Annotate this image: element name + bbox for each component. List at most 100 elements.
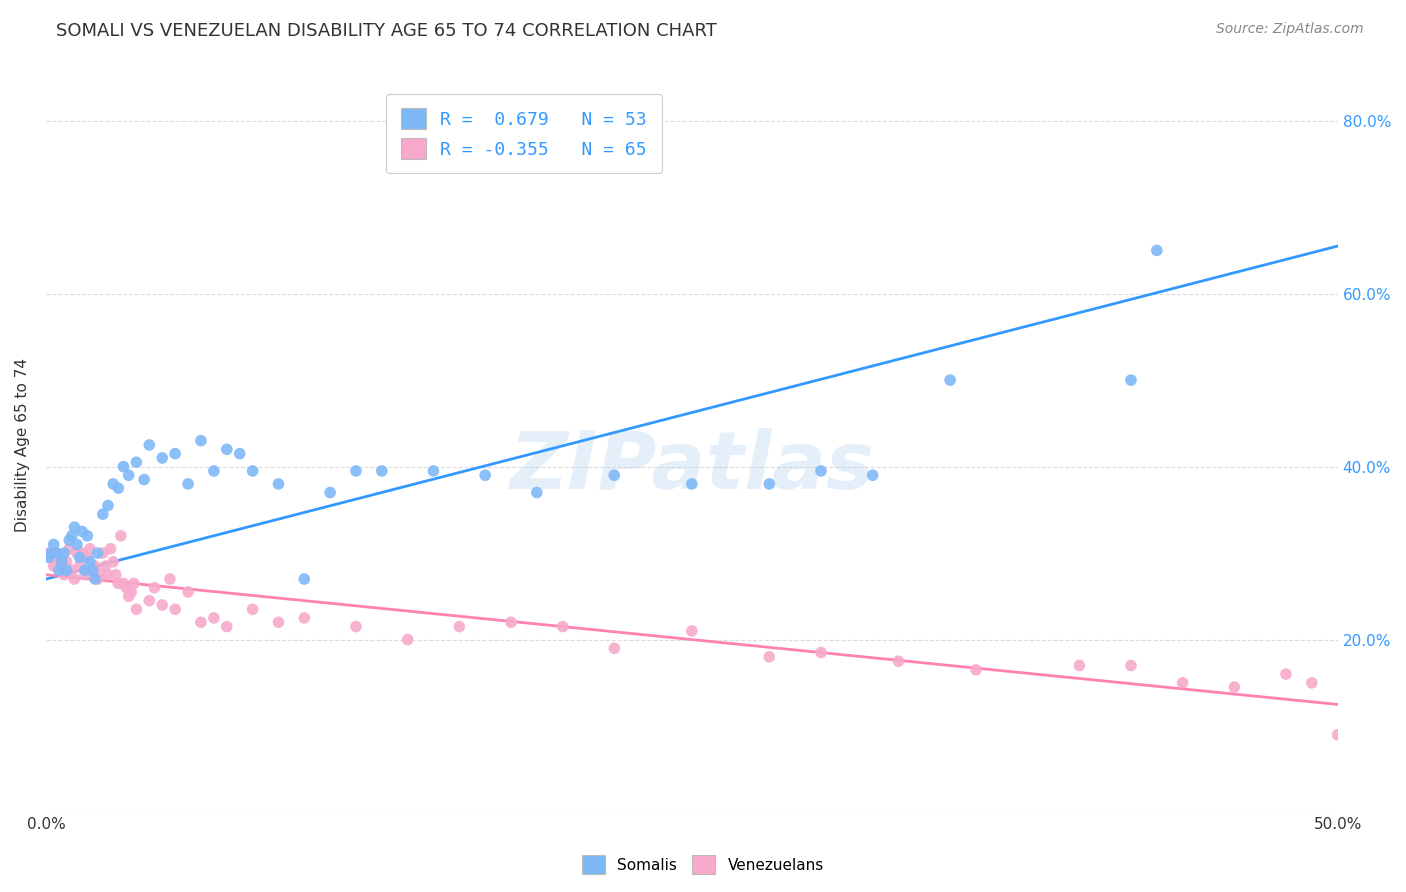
Point: [51, 555, 73, 569]
Point: [66, 546, 89, 560]
Point: [70, 524, 93, 539]
Point: [1301, 675, 1323, 690]
Point: [107, 481, 129, 495]
Point: [55, 563, 77, 577]
Point: [53, 546, 76, 560]
Point: [138, 438, 160, 452]
Point: [84, 559, 107, 574]
Point: [1275, 667, 1298, 681]
Point: [267, 615, 290, 630]
Point: [422, 464, 444, 478]
Point: [1146, 244, 1168, 258]
Point: [242, 602, 264, 616]
Point: [84, 572, 107, 586]
Point: [134, 473, 156, 487]
Point: [810, 646, 832, 660]
Point: [110, 529, 132, 543]
Point: [165, 447, 187, 461]
Point: [1069, 658, 1091, 673]
Point: [73, 567, 96, 582]
Point: [42, 559, 65, 574]
Point: [60, 563, 83, 577]
Point: [91, 546, 114, 560]
Point: [292, 572, 315, 586]
Point: [177, 476, 200, 491]
Text: SOMALI VS VENEZUELAN DISABILITY AGE 65 TO 74 CORRELATION CHART: SOMALI VS VENEZUELAN DISABILITY AGE 65 T…: [56, 22, 717, 40]
Point: [202, 464, 225, 478]
Point: [150, 450, 173, 465]
Point: [449, 619, 471, 633]
Point: [69, 550, 91, 565]
Point: [86, 546, 108, 560]
Point: [91, 507, 114, 521]
Point: [82, 563, 104, 577]
Point: [120, 585, 142, 599]
Point: [681, 624, 703, 638]
Point: [42, 537, 65, 551]
Point: [115, 581, 138, 595]
Point: [122, 576, 145, 591]
Point: [51, 559, 73, 574]
Point: [117, 590, 139, 604]
Point: [228, 447, 250, 461]
Point: [396, 632, 419, 647]
Point: [58, 533, 80, 548]
Point: [94, 559, 117, 574]
Point: [70, 546, 93, 560]
Point: [267, 476, 290, 491]
Text: Source: ZipAtlas.com: Source: ZipAtlas.com: [1216, 22, 1364, 37]
Point: [150, 598, 173, 612]
Point: [371, 464, 394, 478]
Legend: R =  0.679   N = 53, R = -0.355   N = 65: R = 0.679 N = 53, R = -0.355 N = 65: [387, 94, 661, 173]
Y-axis label: Disability Age 65 to 74: Disability Age 65 to 74: [15, 358, 30, 532]
Point: [292, 611, 315, 625]
Point: [112, 459, 135, 474]
Point: [215, 442, 238, 457]
Point: [45, 546, 67, 560]
Point: [82, 563, 104, 577]
Point: [125, 602, 148, 616]
Point: [76, 529, 98, 543]
Point: [39, 546, 62, 560]
Point: [344, 619, 367, 633]
Point: [215, 619, 238, 633]
Point: [66, 537, 89, 551]
Point: [79, 541, 101, 556]
Point: [117, 468, 139, 483]
Point: [551, 619, 574, 633]
Text: ZIPatlas: ZIPatlas: [509, 428, 875, 506]
Point: [319, 485, 342, 500]
Point: [48, 563, 70, 577]
Point: [125, 455, 148, 469]
Point: [681, 476, 703, 491]
Point: [177, 585, 200, 599]
Point: [1119, 373, 1142, 387]
Point: [86, 572, 108, 586]
Point: [190, 434, 212, 448]
Point: [100, 541, 122, 556]
Point: [603, 641, 626, 656]
Point: [887, 654, 910, 668]
Point: [758, 649, 780, 664]
Point: [97, 499, 120, 513]
Point: [101, 555, 124, 569]
Point: [63, 572, 86, 586]
Point: [60, 529, 83, 543]
Point: [1119, 658, 1142, 673]
Point: [107, 576, 129, 591]
Point: [810, 464, 832, 478]
Point: [344, 464, 367, 478]
Point: [45, 546, 67, 560]
Point: [69, 559, 91, 574]
Point: [242, 464, 264, 478]
Point: [63, 520, 86, 534]
Point: [38, 550, 60, 565]
Point: [499, 615, 522, 630]
Point: [58, 541, 80, 556]
Point: [939, 373, 962, 387]
Legend: Somalis, Venezuelans: Somalis, Venezuelans: [576, 849, 830, 880]
Point: [101, 476, 124, 491]
Point: [202, 611, 225, 625]
Point: [39, 550, 62, 565]
Point: [76, 550, 98, 565]
